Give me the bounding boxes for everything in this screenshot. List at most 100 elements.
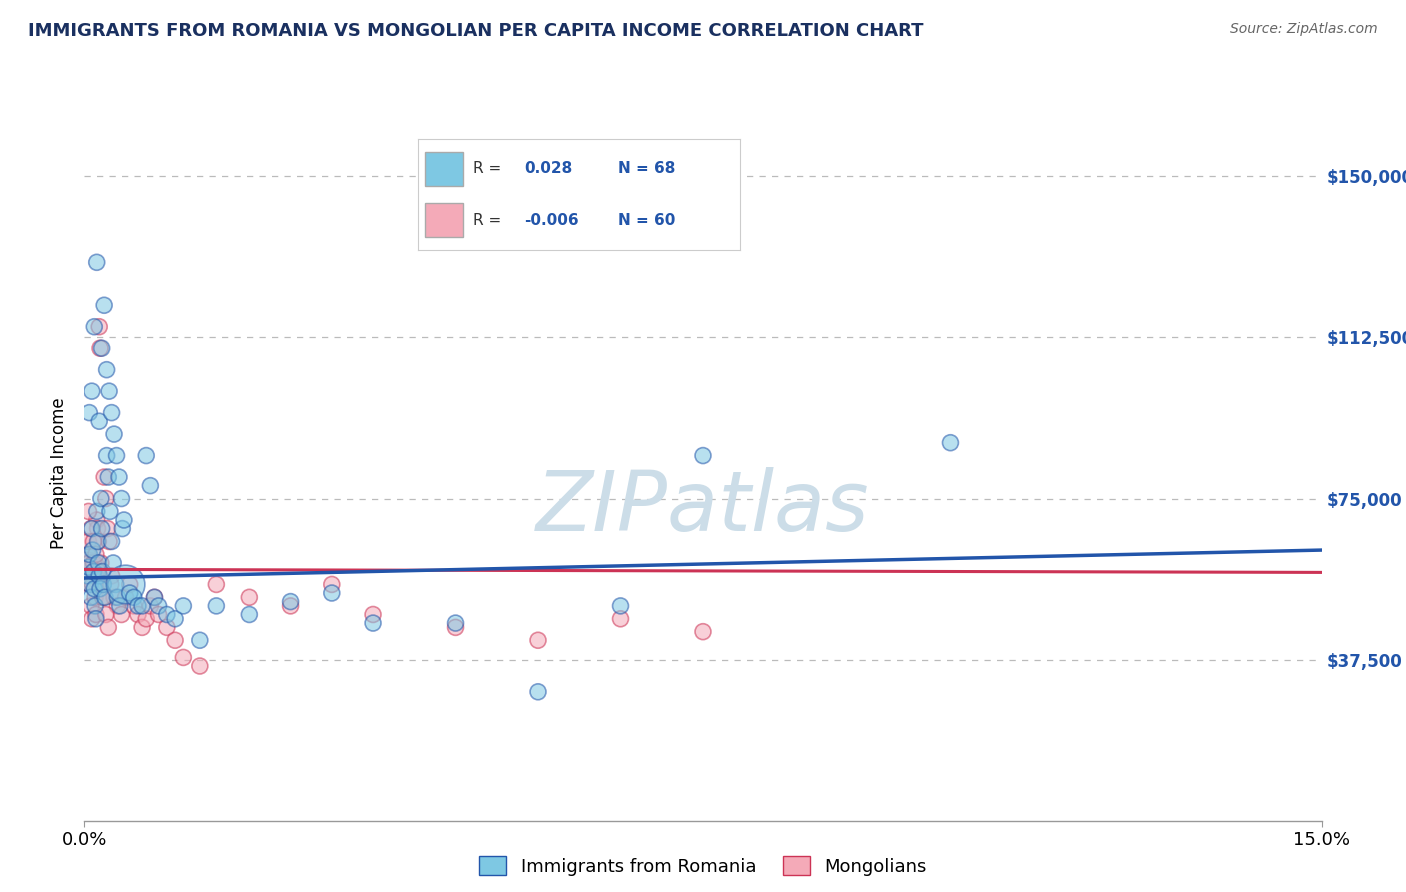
Point xyxy=(156,607,179,622)
Point xyxy=(105,449,128,463)
Point xyxy=(118,586,141,600)
Point xyxy=(84,547,107,561)
Point xyxy=(172,650,194,665)
Point xyxy=(89,414,111,428)
Point xyxy=(361,607,384,622)
Point xyxy=(238,607,260,622)
Point xyxy=(98,534,121,549)
Point xyxy=(89,582,111,596)
Point xyxy=(80,599,103,613)
Point xyxy=(444,616,467,631)
Point xyxy=(82,534,104,549)
Point xyxy=(238,591,260,605)
Point xyxy=(444,620,467,634)
Point xyxy=(86,255,108,269)
Point xyxy=(609,599,631,613)
Point xyxy=(118,577,141,591)
Point xyxy=(82,556,104,570)
Point xyxy=(112,513,135,527)
Point xyxy=(86,513,108,527)
Point xyxy=(80,612,103,626)
Point xyxy=(205,599,228,613)
Point xyxy=(100,534,122,549)
Point xyxy=(96,362,118,376)
Point xyxy=(84,612,107,626)
Point xyxy=(143,591,166,605)
Point xyxy=(89,341,111,355)
Point xyxy=(131,599,153,613)
Point xyxy=(148,599,170,613)
Point xyxy=(692,624,714,639)
Point xyxy=(80,522,103,536)
Point xyxy=(280,594,302,608)
Point xyxy=(100,569,122,583)
Point xyxy=(103,556,125,570)
Point xyxy=(127,607,149,622)
Point xyxy=(105,599,128,613)
Point xyxy=(165,612,187,626)
Point xyxy=(90,341,112,355)
Point xyxy=(76,569,98,583)
Point xyxy=(84,599,107,613)
Point xyxy=(110,607,132,622)
Point xyxy=(939,435,962,450)
Point xyxy=(122,599,145,613)
Point xyxy=(321,586,343,600)
Point xyxy=(91,591,114,605)
Point xyxy=(82,577,104,591)
Point xyxy=(188,633,211,648)
Point xyxy=(91,577,114,591)
Point xyxy=(93,298,115,312)
Point xyxy=(111,522,134,536)
Point xyxy=(692,449,714,463)
Point xyxy=(609,612,631,626)
Text: IMMIGRANTS FROM ROMANIA VS MONGOLIAN PER CAPITA INCOME CORRELATION CHART: IMMIGRANTS FROM ROMANIA VS MONGOLIAN PER… xyxy=(28,22,924,40)
Point xyxy=(104,577,127,591)
Point xyxy=(108,470,131,484)
Point xyxy=(86,534,108,549)
Point xyxy=(86,522,108,536)
Point xyxy=(94,591,117,605)
Point xyxy=(172,599,194,613)
Point xyxy=(103,591,125,605)
Point xyxy=(83,319,105,334)
Point xyxy=(156,620,179,634)
Point xyxy=(114,577,136,591)
Point xyxy=(82,565,104,579)
Point xyxy=(105,591,128,605)
Point xyxy=(135,449,157,463)
Point xyxy=(97,470,120,484)
Point xyxy=(94,491,117,506)
Point xyxy=(100,406,122,420)
Point xyxy=(127,599,149,613)
Point xyxy=(79,547,101,561)
Text: ZIPatlas: ZIPatlas xyxy=(536,467,870,548)
Point xyxy=(80,591,103,605)
Point xyxy=(90,556,112,570)
Point xyxy=(80,522,103,536)
Point xyxy=(110,491,132,506)
Point xyxy=(131,620,153,634)
Point xyxy=(165,633,187,648)
Point xyxy=(108,599,131,613)
Point xyxy=(97,620,120,634)
Point xyxy=(84,607,107,622)
Point xyxy=(205,577,228,591)
Point xyxy=(361,616,384,631)
Text: Source: ZipAtlas.com: Source: ZipAtlas.com xyxy=(1230,22,1378,37)
Point xyxy=(280,599,302,613)
Point xyxy=(79,577,101,591)
Point xyxy=(91,591,114,605)
Point xyxy=(90,491,112,506)
Point xyxy=(527,685,550,699)
Point xyxy=(80,384,103,399)
Y-axis label: Per Capita Income: Per Capita Income xyxy=(51,397,69,549)
Point xyxy=(87,534,110,549)
Point xyxy=(98,384,121,399)
Point xyxy=(83,565,105,579)
Point xyxy=(90,577,112,591)
Point xyxy=(94,607,117,622)
Point xyxy=(87,565,110,579)
Point xyxy=(90,522,112,536)
Point xyxy=(103,427,125,442)
